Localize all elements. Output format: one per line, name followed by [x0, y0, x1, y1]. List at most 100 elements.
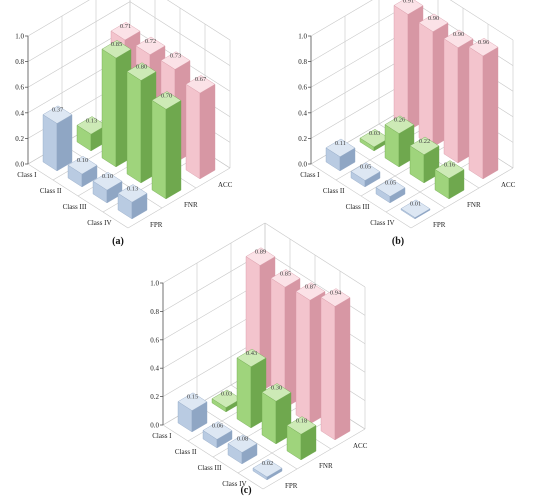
data-label: 0.02	[262, 460, 273, 467]
bar-acc	[320, 288, 351, 441]
metric-axis: FPR FNR ACC	[150, 181, 233, 229]
bar-fnr	[384, 115, 415, 168]
bar-fpr	[177, 392, 208, 433]
data-label: 0.71	[120, 23, 131, 30]
data-label: 0.85	[280, 270, 291, 277]
data-label: 0.94	[330, 290, 342, 297]
data-label: 0.16	[444, 162, 456, 169]
data-label: 0.01	[410, 201, 421, 208]
bar-fnr	[409, 136, 440, 184]
data-label: 0.91	[403, 0, 414, 5]
bar-acc	[185, 75, 216, 180]
z-tick-label: 1.0	[298, 33, 307, 41]
data-label: 0.67	[195, 76, 207, 83]
bar-fpr	[92, 172, 123, 204]
data-label: 0.90	[428, 15, 439, 22]
panel-label: (a)	[112, 236, 124, 247]
bar-acc	[418, 13, 449, 148]
data-label: 0.10	[77, 157, 88, 164]
bar-fpr	[227, 434, 258, 465]
z-axis: 0.0 0.2 0.4 0.6 0.8 1.0	[298, 33, 312, 169]
data-label: 0.10	[102, 173, 113, 180]
z-tick-label: 0.8	[298, 58, 307, 66]
metric-tick-label: FPR	[433, 221, 446, 229]
metric-tick-label: FPR	[285, 482, 298, 490]
data-label: 0.13	[86, 117, 97, 124]
class-tick-label: Class I	[300, 171, 320, 179]
data-label: 0.15	[187, 394, 198, 401]
data-label: 0.13	[127, 185, 138, 192]
bar-fpr	[252, 459, 283, 481]
bars	[325, 0, 499, 220]
data-label: 0.11	[335, 140, 346, 147]
data-label: 0.96	[478, 39, 490, 46]
data-label: 0.37	[52, 107, 64, 114]
bar-fnr	[286, 416, 317, 461]
z-tick-label: 0.2	[150, 393, 159, 401]
z-tick-label: 0.6	[150, 336, 159, 344]
data-label: 0.03	[369, 130, 380, 137]
z-tick-label: 1.0	[150, 280, 159, 288]
z-tick-label: 0.4	[150, 365, 159, 373]
metric-tick-label: ACC	[353, 442, 368, 450]
metric-tick-label: FNR	[184, 201, 198, 209]
panel-label: (b)	[392, 236, 404, 247]
bars	[42, 21, 216, 220]
class-tick-label: Class III	[63, 203, 88, 211]
data-label: 0.43	[246, 350, 257, 357]
data-label: 0.22	[419, 138, 430, 145]
class-tick-label: Class II	[40, 187, 62, 195]
data-label: 0.72	[145, 38, 156, 45]
data-label: 0.85	[111, 41, 122, 48]
data-label: 0.73	[170, 53, 181, 60]
bar-acc	[295, 282, 326, 425]
bar-acc	[443, 29, 474, 164]
data-label: 0.06	[212, 422, 224, 429]
z-tick-label: 0.4	[298, 109, 307, 117]
data-label: 0.90	[453, 31, 464, 38]
bar-fpr	[350, 162, 381, 188]
z-axis: 0.0 0.2 0.4 0.6 0.8 1.0	[15, 33, 29, 169]
bar-fnr	[261, 383, 292, 445]
class-tick-label: Class IV	[222, 480, 246, 488]
class-tick-label: Class IV	[87, 219, 111, 227]
bar-fnr	[101, 40, 132, 168]
bar-fnr	[236, 348, 267, 429]
z-tick-label: 0.0	[15, 161, 24, 169]
metric-tick-label: FNR	[467, 201, 481, 209]
bar-fpr	[117, 184, 148, 220]
value-labels: 0.89 0.85 0.87 0.94 0.03 0.43 0.30 0.18 0.15 0.06…	[187, 249, 342, 468]
class-tick-label: Class III	[346, 203, 371, 211]
data-label: 0.70	[161, 92, 172, 99]
bar-acc	[393, 0, 424, 132]
data-label: 0.26	[394, 117, 406, 124]
data-label: 0.08	[237, 436, 248, 443]
bar-fpr	[400, 199, 431, 220]
data-label: 0.18	[296, 417, 307, 424]
z-tick-label: 0.8	[150, 308, 159, 316]
bar-acc	[468, 37, 499, 180]
bar-fnr	[434, 160, 465, 200]
panel-label: (c)	[240, 485, 251, 496]
z-tick-label: 0.0	[150, 422, 159, 430]
bar-fpr	[375, 178, 406, 204]
data-label: 0.80	[136, 64, 147, 71]
bar-fpr	[42, 105, 73, 172]
metric-tick-label: FPR	[150, 221, 163, 229]
class-tick-label: Class IV	[370, 219, 394, 227]
metric-axis: FPR FNR ACC	[433, 181, 516, 229]
bar-fnr	[126, 62, 157, 184]
data-label: 0.87	[305, 283, 317, 290]
class-tick-label: Class II	[323, 187, 345, 195]
metric-axis: FPR FNR ACC	[285, 442, 368, 490]
z-tick-label: 0.2	[298, 135, 307, 143]
bar-fpr	[202, 421, 233, 449]
z-tick-label: 0.6	[15, 84, 24, 92]
data-label: 0.05	[360, 164, 371, 171]
data-label: 0.05	[385, 180, 396, 187]
